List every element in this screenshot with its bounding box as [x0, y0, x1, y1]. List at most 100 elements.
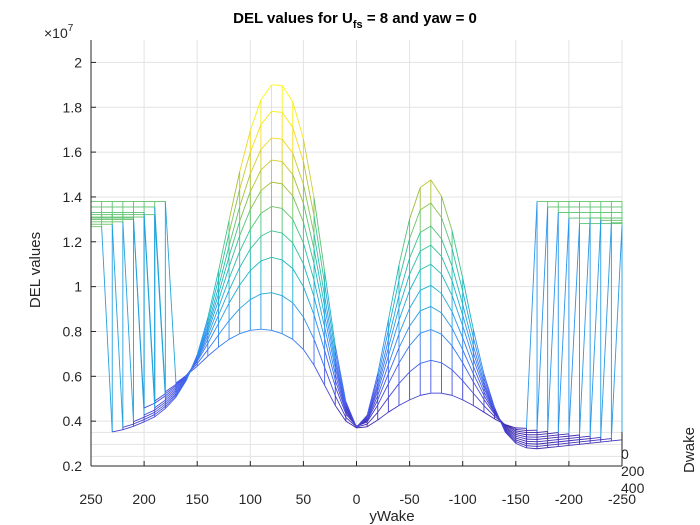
mesh-wake-segment: [579, 442, 591, 445]
mesh-wake-segment: [313, 339, 326, 368]
mesh-wake-segment: [292, 268, 304, 287]
mesh-wake-segment: [249, 124, 262, 153]
mesh-wake-segment: [218, 290, 230, 316]
mesh-wake-segment: [133, 421, 145, 427]
mesh-wake-segment: [420, 284, 432, 291]
depth-tick-label: 0: [621, 446, 629, 462]
mesh-wake-segment: [292, 219, 304, 244]
mesh-wake-segment: [472, 345, 485, 383]
mesh-wake-segment: [398, 257, 411, 296]
mesh-wake-segment: [568, 434, 580, 437]
mesh-wake-segment: [260, 206, 272, 214]
mesh-wake-segment: [505, 424, 516, 430]
mesh-wake-segment: [557, 218, 570, 433]
title-rest: = 8 and yaw = 0: [363, 10, 477, 27]
mesh-wake-segment: [579, 438, 591, 441]
mesh-wake-segment: [483, 405, 495, 417]
mesh-wake-segment: [292, 174, 304, 204]
mesh-wake-segment: [600, 440, 612, 443]
mesh-wake-segment: [313, 248, 326, 307]
mesh-wake-segment: [377, 355, 389, 392]
mesh-wake-segment: [175, 379, 187, 398]
mesh-wake-segment: [600, 438, 612, 441]
mesh-wake-segment: [302, 222, 315, 264]
mesh-wake-segment: [218, 338, 230, 348]
mesh-wake-segment: [165, 386, 177, 397]
mesh-wake-segment: [239, 229, 251, 252]
mesh-wake-segment: [292, 127, 304, 162]
mesh-wake-segment: [228, 189, 241, 234]
mesh-wake-segment: [558, 437, 569, 441]
mesh-wake-segment: [568, 436, 580, 439]
mesh-wake-segment: [260, 292, 272, 295]
mesh-wake-segment: [536, 447, 548, 450]
mesh-wake-segment: [430, 359, 442, 364]
mesh-wake-segment: [462, 291, 474, 338]
mesh-wake-segment: [302, 184, 315, 234]
y-exponent: ×107: [44, 23, 74, 41]
mesh-wake-segment: [334, 368, 347, 409]
mesh-wake-segment: [547, 436, 559, 439]
mesh-wake-segment: [260, 181, 272, 192]
mesh-wake-segment: [536, 206, 549, 431]
mesh-wake-segment: [313, 280, 326, 328]
mesh-wake-segment: [472, 392, 485, 406]
mesh-wake-segment: [239, 329, 251, 335]
mesh-wake-segment: [207, 300, 219, 333]
mesh-wake-segment: [398, 238, 411, 281]
mesh-wake-segment: [398, 274, 411, 308]
mesh-wake-segment: [611, 439, 623, 442]
mesh-wake-segment: [249, 235, 262, 250]
mesh-wake-segment: [451, 311, 464, 339]
mesh-wake-segment: [281, 333, 293, 340]
mesh-wake-segment: [143, 416, 155, 423]
mesh-wake-segment: [324, 367, 336, 396]
mesh-wake-segment: [175, 376, 187, 390]
mesh-wake-segment: [451, 295, 464, 327]
x-tick-label: 250: [79, 491, 103, 507]
mesh-wake-segment: [515, 441, 527, 447]
mesh-wake-segment: [409, 363, 421, 373]
mesh-wake-segment: [324, 327, 336, 375]
mesh-wake-segment: [451, 369, 464, 382]
mesh-wake-segment: [515, 434, 527, 438]
mesh-wake-segment: [165, 388, 177, 399]
mesh-wake-segment: [228, 220, 241, 257]
title-subscript: fs: [353, 19, 363, 31]
mesh-wake-segment: [260, 84, 272, 101]
mesh-wake-segment: [165, 396, 177, 409]
y-tick-label: 1: [74, 279, 82, 295]
mesh-wake-segment: [387, 320, 400, 357]
mesh-wake-segment: [409, 310, 421, 327]
mesh-wake-segment: [324, 316, 336, 369]
mesh-wake-segment: [430, 285, 442, 294]
mesh-wake-segment: [568, 441, 580, 444]
mesh-wake-segment: [483, 377, 495, 409]
mesh-wake-segment: [101, 226, 113, 432]
mesh-wake-segment: [292, 302, 304, 318]
mesh-wake-segment: [473, 405, 485, 413]
mesh-wake-segment: [334, 395, 347, 418]
mesh-wake-segment: [483, 399, 495, 415]
mesh-wake-segment: [165, 395, 177, 407]
mesh-wake-segment: [515, 437, 527, 442]
mesh-wake-segment: [345, 401, 357, 428]
mesh-wake-segment: [451, 230, 464, 279]
mesh-wake-segment: [239, 130, 251, 172]
mesh-wake-segment: [568, 223, 580, 434]
mesh-wake-segment: [558, 442, 569, 445]
mesh-wake-segment: [536, 435, 548, 438]
mesh-wake-segment: [324, 350, 336, 387]
mesh-wake-segment: [409, 232, 421, 259]
mesh-wake-segment: [579, 440, 591, 443]
mesh-wake-segment: [249, 260, 262, 271]
depth-tick-label: 200: [621, 463, 645, 479]
mesh-wake-segment: [239, 152, 251, 190]
mesh-wake-segment: [366, 399, 379, 422]
mesh-wake-segment: [271, 256, 283, 261]
mesh-wake-segment: [186, 354, 198, 381]
mesh-wake-segment: [377, 364, 389, 396]
mesh-wake-segment: [281, 85, 294, 103]
y-tick-label: 1.2: [63, 234, 83, 250]
mesh-wake-segment: [366, 395, 379, 421]
